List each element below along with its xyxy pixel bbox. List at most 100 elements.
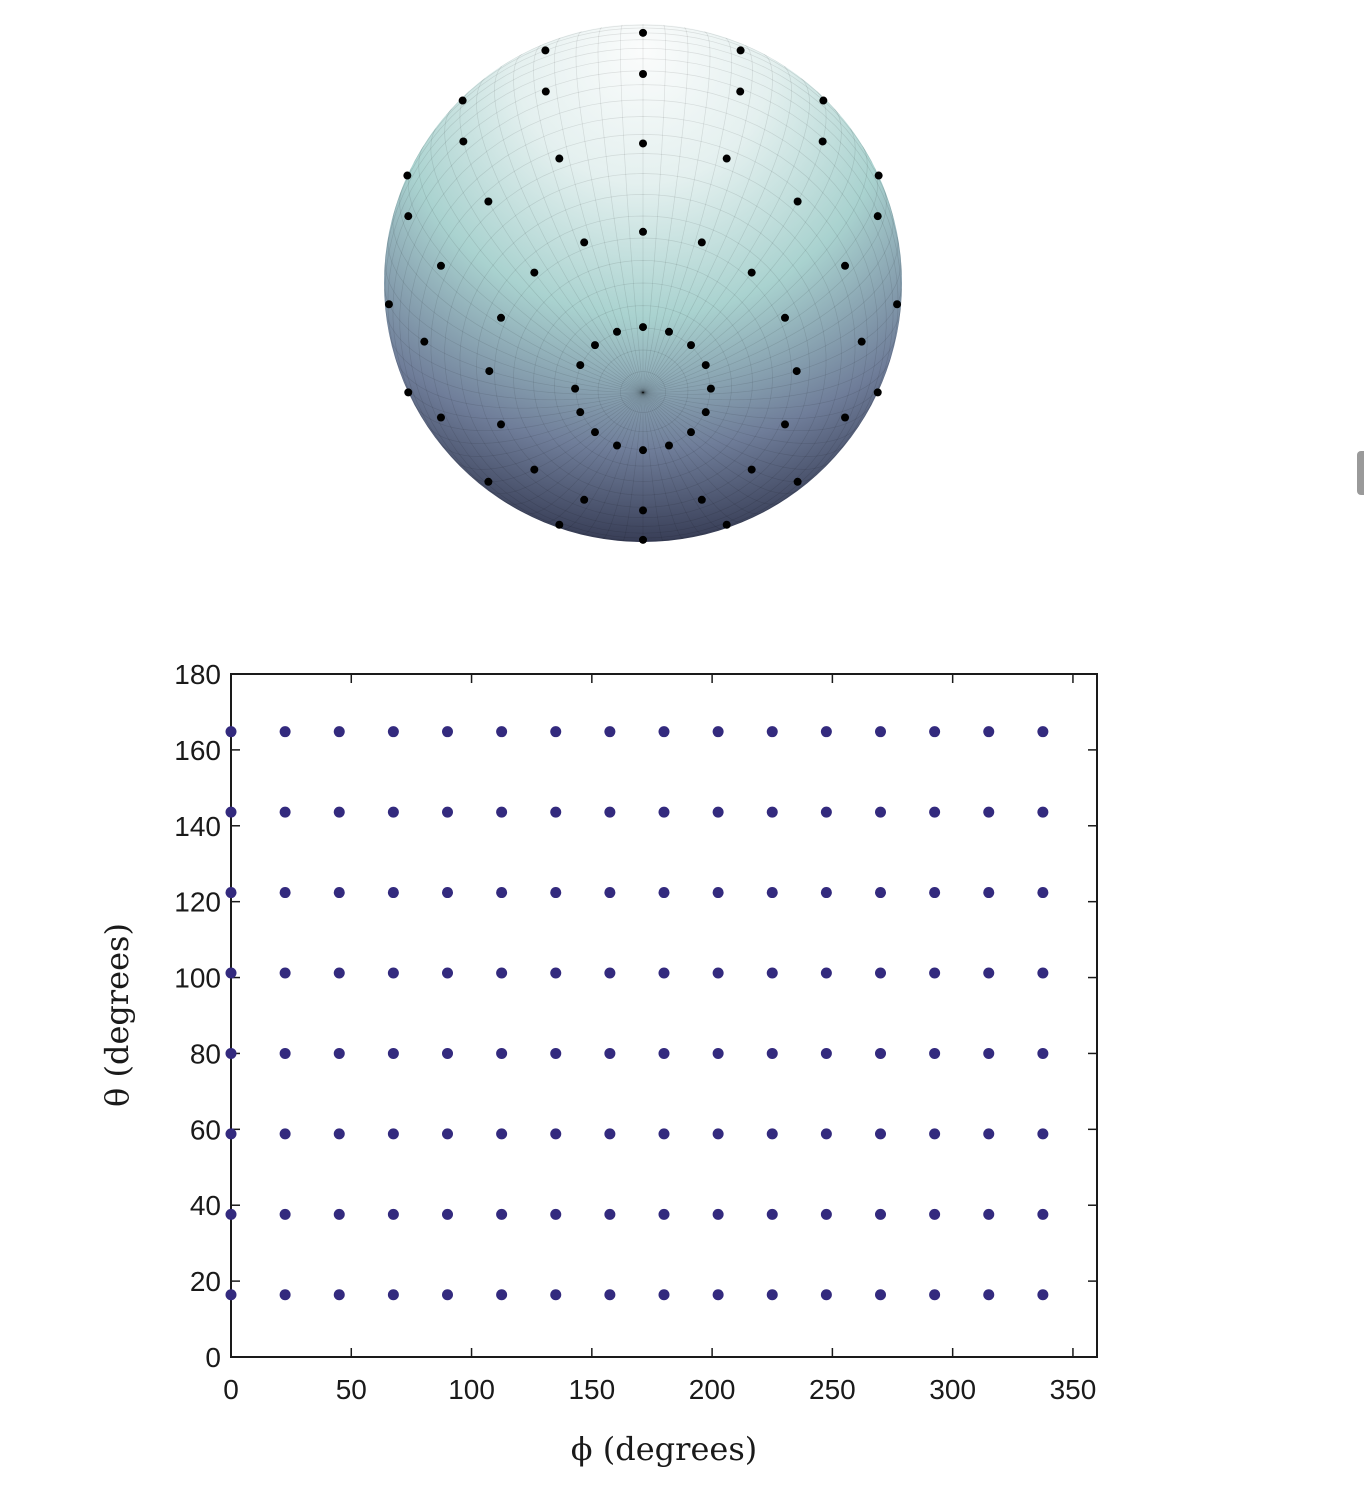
data-point: [604, 1289, 616, 1301]
data-point: [333, 887, 345, 899]
sphere-point: [697, 238, 706, 247]
data-point: [712, 967, 724, 979]
data-point: [225, 726, 237, 738]
data-point: [929, 806, 941, 818]
data-point: [929, 887, 941, 899]
data-point: [820, 806, 832, 818]
data-point: [658, 806, 670, 818]
data-point: [875, 726, 886, 738]
sphere-point: [404, 388, 413, 397]
sphere-point: [780, 420, 789, 429]
sphere-latitude-line: [444, 173, 842, 534]
y-axis: 0 20 40 60 80 100 120 140 160 180: [174, 659, 1097, 1373]
data-point: [766, 887, 778, 899]
data-point: [766, 1128, 778, 1140]
sphere-longitude-line: [554, 37, 644, 393]
data-point: [442, 1289, 453, 1301]
y-tick-label: 80: [190, 1038, 221, 1069]
data-point: [1037, 1128, 1049, 1140]
data-point: [333, 1289, 345, 1301]
data-point: [983, 1047, 995, 1059]
data-point: [442, 806, 453, 818]
data-point: [983, 726, 995, 738]
scatter-figure: 0 50 100 150 200 250 300 350 0 20 40 60 80 100 120 140…: [98, 659, 1098, 1468]
sphere-point: [580, 238, 589, 247]
sphere-latitude-line: [413, 32, 873, 163]
sphere-latitude-line: [499, 24, 787, 68]
sphere-point: [420, 337, 429, 346]
sphere-point: [555, 154, 564, 163]
sphere-latitude-line: [392, 84, 894, 439]
sphere-longitude-line: [642, 211, 894, 393]
data-point: [712, 1047, 724, 1059]
data-point: [766, 1208, 778, 1220]
data-point: [387, 806, 399, 818]
sphere-point: [664, 327, 673, 336]
sphere-point: [576, 408, 585, 417]
data-point: [550, 1047, 562, 1059]
sphere-longitude-line: [642, 309, 902, 395]
sphere-longitude-line: [642, 392, 832, 470]
sphere-point: [639, 446, 647, 455]
data-point: [712, 1128, 724, 1140]
data-point: [333, 1128, 345, 1140]
sphere-longitude-line: [642, 392, 724, 530]
data-point: [658, 1047, 670, 1059]
data-point: [875, 887, 886, 899]
sphere-longitude-line: [642, 44, 753, 393]
data-point: [279, 967, 291, 979]
data-point: [712, 1289, 724, 1301]
y-tick-label: 160: [174, 735, 221, 766]
data-point: [225, 806, 237, 818]
sphere-point: [697, 495, 706, 504]
x-tick-label: 250: [809, 1374, 856, 1405]
data-point: [550, 887, 562, 899]
x-axis-label: ϕ (degrees): [571, 1430, 757, 1468]
data-point: [279, 806, 291, 818]
sphere-point: [736, 87, 745, 96]
sphere-point: [484, 197, 493, 206]
data-point: [712, 806, 724, 818]
sphere-longitude-line: [494, 66, 644, 393]
scrollbar-thumb[interactable]: [1357, 451, 1364, 495]
data-point: [712, 726, 724, 738]
sphere-point: [841, 413, 850, 422]
sphere-longitude-line: [387, 236, 644, 393]
data-point: [929, 967, 941, 979]
sphere-longitude-line: [426, 392, 644, 444]
sphere-point: [701, 408, 710, 417]
sphere-point: [793, 477, 802, 486]
data-point: [875, 1128, 886, 1140]
sphere-longitude-line: [454, 392, 644, 470]
data-point: [225, 887, 237, 899]
data-point: [929, 1208, 941, 1220]
data-point: [387, 1289, 399, 1301]
sphere-latitude-line: [476, 215, 810, 519]
sphere-longitude-line: [399, 186, 644, 393]
sphere-longitude-line: [642, 392, 849, 457]
sphere-longitude-line: [513, 53, 644, 393]
data-point: [1037, 967, 1049, 979]
sphere-longitude-line: [602, 392, 644, 539]
sphere-point: [722, 520, 731, 529]
data-point: [712, 887, 724, 899]
sphere-point: [639, 227, 647, 236]
sphere-longitude-line: [642, 392, 664, 542]
data-point: [225, 1047, 237, 1059]
sphere-point: [687, 428, 696, 437]
data-point: [983, 887, 995, 899]
sphere-longitude-line: [642, 167, 879, 393]
sphere-point: [580, 495, 589, 504]
sphere-point: [485, 367, 494, 376]
data-point: [1037, 1047, 1049, 1059]
sphere-latitude-line: [513, 260, 773, 496]
sphere-latitude-line: [554, 305, 732, 467]
sphere-point: [639, 28, 647, 37]
sphere-point: [874, 171, 883, 180]
sphere-point: [841, 261, 850, 270]
sphere-longitude-line: [476, 77, 644, 393]
sphere-longitude-line: [642, 145, 868, 393]
sphere-latitude-line: [384, 47, 902, 275]
sphere-mesh: [384, 24, 902, 542]
data-point: [279, 887, 291, 899]
